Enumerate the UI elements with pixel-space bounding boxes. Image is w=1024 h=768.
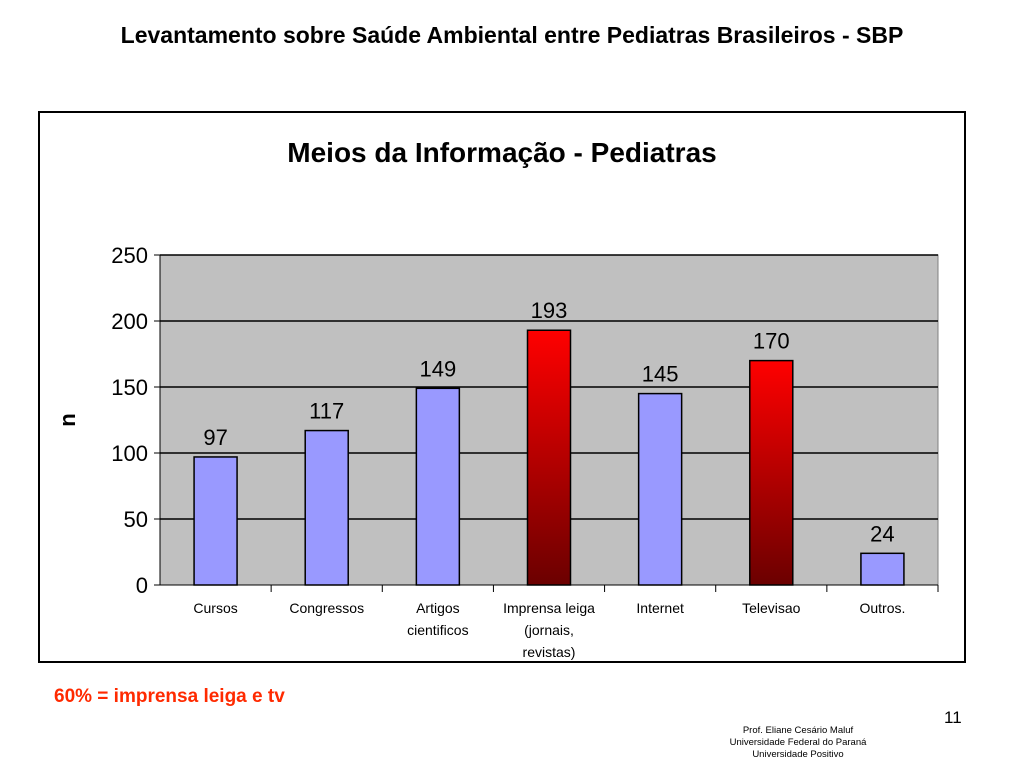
y-tick-label: 0 [136, 573, 148, 598]
bar-chart: 0 50 100 150 200 250 n 97 Cursos 117 Congressos 149… [55, 243, 939, 660]
y-axis-label: n [55, 413, 80, 426]
x-tick-label: Imprensa leiga [503, 600, 595, 616]
credit-line: Universidade Positivo [752, 749, 844, 760]
x-tick-label: Artigos [416, 600, 460, 616]
x-tick-label: Outros. [859, 600, 905, 616]
x-tick-label: Televisao [742, 600, 801, 616]
data-label: 149 [419, 356, 456, 381]
y-tick-label: 250 [111, 243, 148, 268]
slide-title: Levantamento sobre Saúde Ambiental entre… [120, 22, 904, 48]
credit-line: Prof. Eliane Cesário Maluf [742, 725, 854, 736]
x-tick-label: Cursos [193, 600, 237, 616]
x-tick-label: (jornais, [524, 622, 574, 638]
bar [304, 429, 349, 586]
x-tick-label: revistas) [523, 644, 576, 660]
data-label: 170 [753, 329, 790, 354]
bar [749, 359, 794, 586]
bar [637, 392, 683, 586]
x-tick-label: Internet [636, 600, 684, 616]
bar [193, 456, 238, 586]
bar [415, 387, 461, 586]
data-label: 117 [309, 399, 344, 424]
data-label: 145 [642, 362, 679, 387]
x-tick-label: Congressos [289, 600, 364, 616]
y-tick-label: 200 [111, 309, 148, 334]
data-label: 24 [870, 521, 894, 546]
x-tick-label: cientificos [407, 622, 468, 638]
bar [526, 329, 572, 586]
bar [860, 552, 905, 586]
data-label: 97 [203, 425, 227, 450]
page-number: 11 [944, 708, 962, 727]
data-label: 193 [531, 298, 568, 323]
author-credits: Prof. Eliane Cesário Maluf Universidade … [698, 725, 898, 761]
chart-title: Meios da Informação - Pediatras [287, 137, 717, 168]
highlight-note: 60% = imprensa leiga e tv [54, 686, 285, 707]
y-tick-label: 100 [111, 441, 148, 466]
credit-line: Universidade Federal do Paraná [729, 737, 867, 748]
y-tick-label: 150 [111, 375, 148, 400]
chart-frame: Meios da Informação - Pediatras 0 50 100 15… [38, 111, 966, 663]
y-tick-label: 50 [124, 507, 148, 532]
